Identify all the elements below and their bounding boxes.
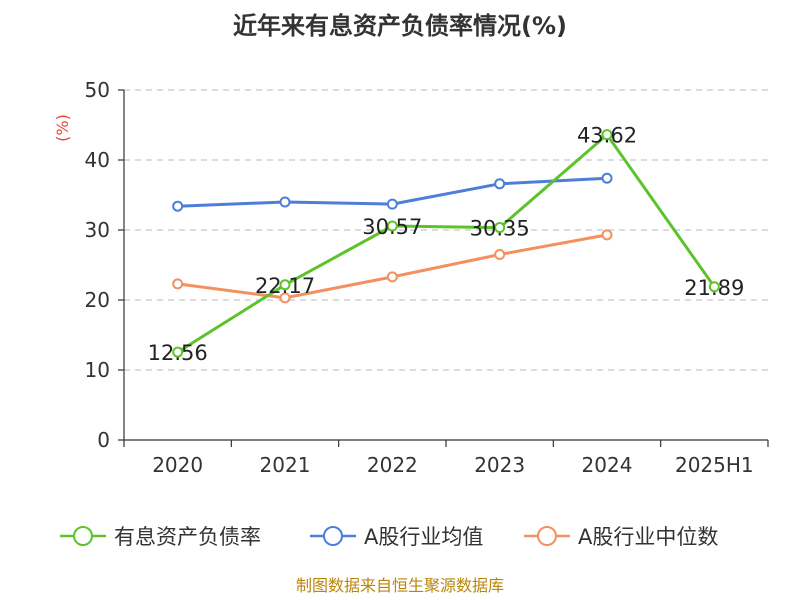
series-group	[172, 129, 720, 358]
y-axis-unit-label: (%)	[53, 114, 72, 142]
data-point	[601, 229, 613, 241]
data-point	[494, 249, 506, 260]
data-point	[172, 278, 184, 290]
grid-lines	[124, 89, 768, 371]
y-tick-label: 10	[85, 358, 110, 382]
data-point	[386, 271, 398, 283]
data-point	[279, 196, 291, 208]
y-tick-label: 20	[85, 288, 110, 312]
data-point	[172, 346, 184, 358]
x-tick-label: 2024	[582, 453, 633, 477]
data-label: 12.56	[148, 341, 208, 365]
x-tick-label: 2022	[367, 453, 418, 477]
legend-marker	[323, 526, 343, 546]
data-point	[386, 220, 398, 232]
legend-marker	[537, 526, 557, 546]
source-note: 制图数据来自恒生聚源数据库	[296, 576, 504, 595]
series-line	[176, 133, 716, 354]
legend-label: A股行业中位数	[578, 525, 718, 549]
series-line	[177, 233, 608, 300]
legend: 有息资产负债率 A股行业均值 A股行业中位数	[60, 525, 718, 549]
x-tick-label: 2023	[474, 453, 525, 477]
data-point	[279, 292, 291, 304]
data-point	[494, 222, 506, 234]
legend-label: 有息资产负债率	[114, 525, 261, 549]
data-point	[279, 279, 291, 291]
y-tick-label: 0	[97, 428, 110, 452]
data-point	[386, 198, 398, 210]
y-tick-label: 50	[85, 78, 110, 102]
data-label: 43.62	[577, 124, 637, 148]
legend-label: A股行业均值	[364, 525, 483, 549]
data-point	[708, 281, 720, 293]
data-point	[494, 178, 506, 190]
x-tick-label: 2025H1	[675, 453, 754, 477]
data-labels: 12.56 22.17 30.57 30.35 43.62 21.89	[148, 124, 745, 365]
data-point	[601, 129, 613, 141]
data-point	[601, 172, 613, 184]
data-label: 30.57	[362, 215, 422, 239]
axes: 0 10 20 30 40 50 2020 2021 2022 2023 2024 2025H1	[85, 78, 769, 477]
legend-marker	[73, 526, 93, 546]
chart-title: 近年来有息资产负债率情况(%)	[233, 12, 567, 40]
x-tick-label: 2020	[152, 453, 203, 477]
data-point	[172, 200, 184, 212]
y-tick-label: 30	[85, 218, 110, 242]
x-tick-label: 2021	[260, 453, 311, 477]
y-tick-label: 40	[85, 148, 110, 172]
data-label: 22.17	[255, 274, 315, 298]
data-label: 30.35	[470, 217, 530, 241]
data-label: 21.89	[684, 276, 744, 300]
